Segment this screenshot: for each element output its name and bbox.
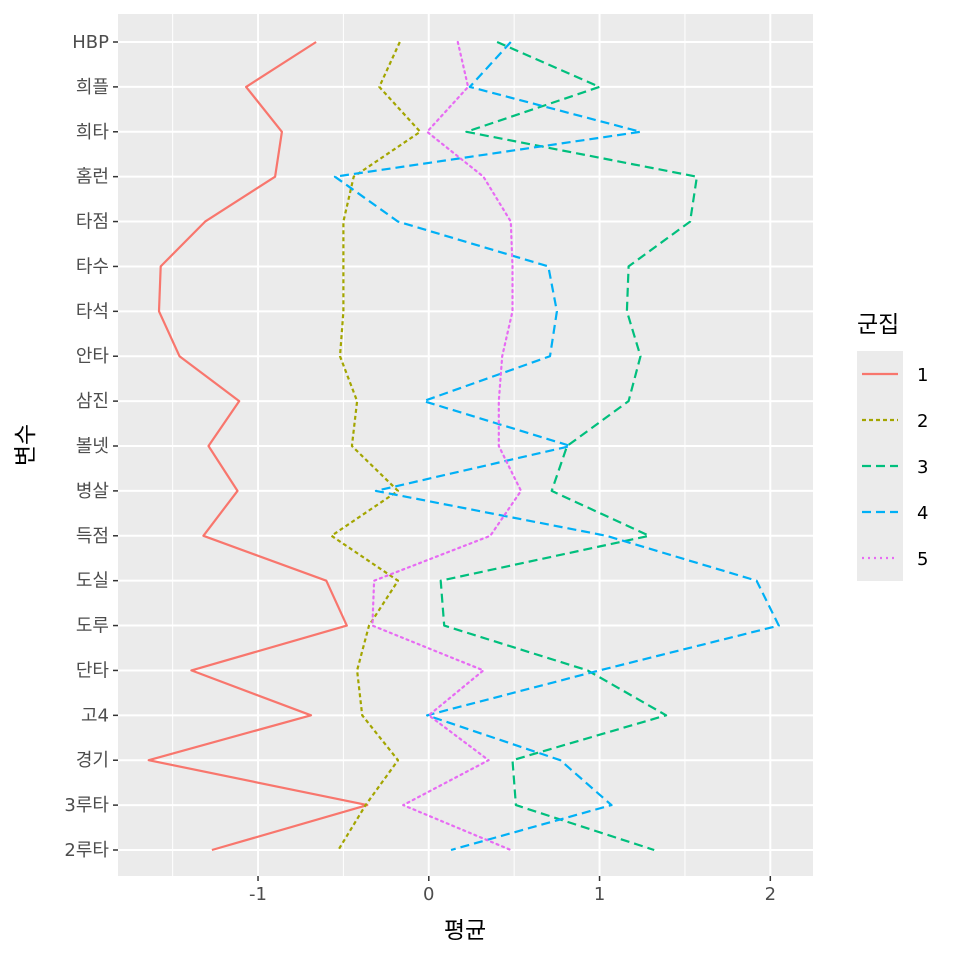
y-tick-label: 홈런 — [76, 167, 109, 188]
legend-label: 3 — [917, 457, 928, 478]
y-tick-label: 3루타 — [64, 795, 109, 816]
series-line-4 — [333, 41, 780, 852]
y-tick-label: 타수 — [76, 256, 109, 277]
y-tick-label: 삼진 — [76, 391, 109, 412]
y-tick-label: 고4 — [81, 705, 109, 726]
legend-label: 4 — [917, 503, 928, 524]
legend-label: 5 — [917, 549, 928, 570]
y-tick-label: 단타 — [76, 660, 110, 681]
y-tick-label: HBP — [72, 32, 109, 53]
y-tick-label: 병살 — [76, 481, 109, 502]
legend-label: 2 — [917, 411, 928, 432]
series-lines — [147, 40, 780, 852]
y-tick-label: 도실 — [76, 571, 109, 592]
y-tick-label: 희타 — [76, 122, 110, 143]
x-axis: -1 0 1 2 — [249, 876, 776, 905]
series-line-3 — [439, 40, 699, 852]
y-tick-label: 타석 — [76, 301, 109, 322]
x-tick-label: -1 — [249, 884, 267, 905]
y-tick-label: 득점 — [76, 526, 109, 547]
series-line-5 — [371, 40, 523, 852]
x-tick-label: 0 — [423, 884, 434, 905]
legend: 군집 1 2 3 4 5 — [857, 312, 928, 581]
x-tick-label: 1 — [594, 884, 605, 905]
series-line-2 — [330, 41, 422, 851]
x-tick-label: 2 — [765, 884, 776, 905]
x-axis-title: 평균 — [444, 918, 486, 944]
y-tick-label: 안타 — [76, 346, 110, 367]
legend-title: 군집 — [857, 312, 899, 338]
y-tick-label: 볼넷 — [76, 436, 109, 457]
series-line-1 — [147, 41, 369, 852]
y-tick-label: 희플 — [76, 77, 109, 98]
y-tick-label: 타점 — [76, 212, 109, 233]
y-tick-label: 경기 — [76, 750, 109, 771]
y-tick-label: 2루타 — [64, 840, 109, 861]
y-tick-label: 도루 — [76, 616, 109, 637]
legend-label: 1 — [917, 365, 928, 386]
y-axis-title: 변수 — [13, 424, 39, 466]
